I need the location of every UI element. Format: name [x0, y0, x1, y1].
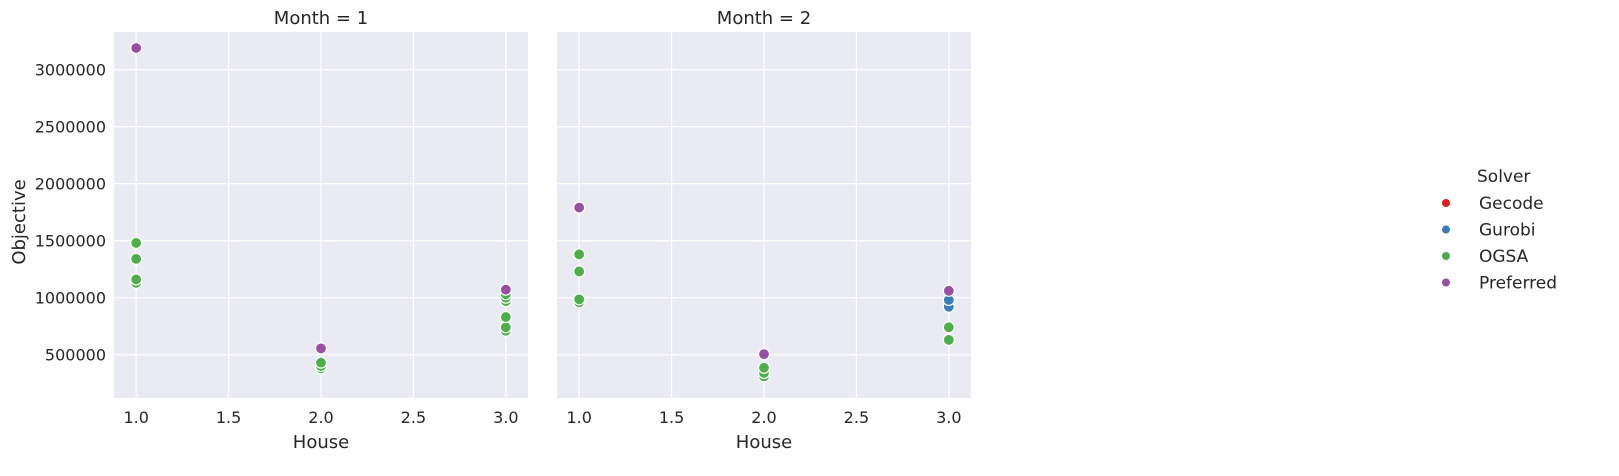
x-tick-label: 1.5 — [216, 408, 241, 427]
point-ogsa — [130, 273, 143, 286]
x-tick-label: 2.0 — [308, 408, 333, 427]
panel-title: Month = 1 — [274, 8, 368, 29]
x-tick-label: 3.0 — [493, 408, 518, 427]
facet-panel-month-1: 1.0 1.5 2.0 2.5 3.0 500000 1000000 1500000 20000… — [35, 8, 528, 453]
point-ogsa — [130, 236, 143, 250]
legend-title: Solver — [1477, 167, 1530, 187]
legend: Solver Gecode Gurobi OGSA Preferred — [1442, 167, 1557, 294]
y-tick-label: 2500000 — [35, 118, 106, 137]
facet-panel-month-2: 1.0 1.5 2.0 2.5 3.0 Month = 2 House — [557, 8, 971, 453]
legend-label: OGSA — [1479, 247, 1529, 267]
point-ogsa — [499, 321, 512, 334]
x-tick-label: 2.5 — [401, 408, 426, 427]
legend-marker-gurobi — [1442, 225, 1450, 234]
point-ogsa — [573, 265, 586, 278]
legend-label: Preferred — [1479, 274, 1557, 294]
point-ogsa — [573, 293, 586, 306]
legend-marker-ogsa — [1442, 252, 1450, 260]
point-ogsa — [314, 356, 328, 369]
x-axis-label: House — [293, 432, 349, 453]
y-tick-label: 1500000 — [35, 232, 106, 251]
x-tick-label: 1.0 — [566, 408, 591, 427]
x-tick-label: 2.0 — [751, 408, 776, 427]
point-preferred — [130, 41, 143, 55]
x-tick-label: 1.5 — [659, 408, 684, 427]
point-preferred — [942, 284, 955, 297]
y-tick-label: 1000000 — [35, 289, 106, 308]
point-ogsa — [942, 333, 955, 346]
x-axis-label: House — [736, 432, 792, 453]
point-ogsa — [499, 310, 512, 324]
point-ogsa — [757, 361, 771, 374]
point-preferred — [314, 342, 328, 355]
point-preferred — [573, 201, 586, 214]
x-tick-label: 2.5 — [844, 408, 869, 427]
legend-label: Gurobi — [1479, 221, 1535, 241]
legend-marker-preferred — [1442, 278, 1450, 287]
legend-label: Gecode — [1479, 194, 1544, 214]
legend-marker-gecode — [1442, 199, 1450, 207]
x-tick-label: 3.0 — [936, 408, 961, 427]
y-axis-label: Objective — [9, 179, 30, 264]
y-tick-label: 500000 — [45, 346, 106, 365]
point-ogsa — [942, 321, 955, 334]
y-tick-label: 3000000 — [35, 61, 106, 80]
y-tick-label: 2000000 — [35, 175, 106, 194]
x-tick-label: 1.0 — [123, 408, 148, 427]
point-ogsa — [573, 248, 586, 261]
point-preferred — [757, 348, 771, 361]
point-ogsa — [130, 252, 143, 265]
point-preferred — [499, 283, 512, 296]
panel-title: Month = 2 — [717, 8, 811, 29]
